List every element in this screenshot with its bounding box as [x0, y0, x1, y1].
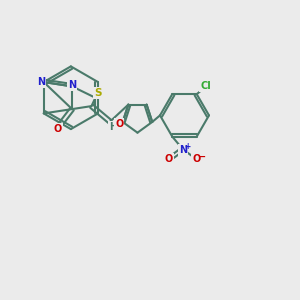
Text: O: O: [164, 154, 172, 164]
Text: N: N: [68, 80, 76, 90]
Text: O: O: [54, 124, 62, 134]
Text: O: O: [192, 154, 201, 164]
Text: −: −: [198, 152, 206, 162]
Text: S: S: [94, 88, 101, 98]
Text: H: H: [109, 122, 117, 132]
Text: N: N: [37, 77, 45, 87]
Text: O: O: [115, 119, 123, 129]
Text: Cl: Cl: [200, 81, 211, 91]
Text: +: +: [184, 142, 190, 151]
Text: N: N: [178, 145, 187, 155]
